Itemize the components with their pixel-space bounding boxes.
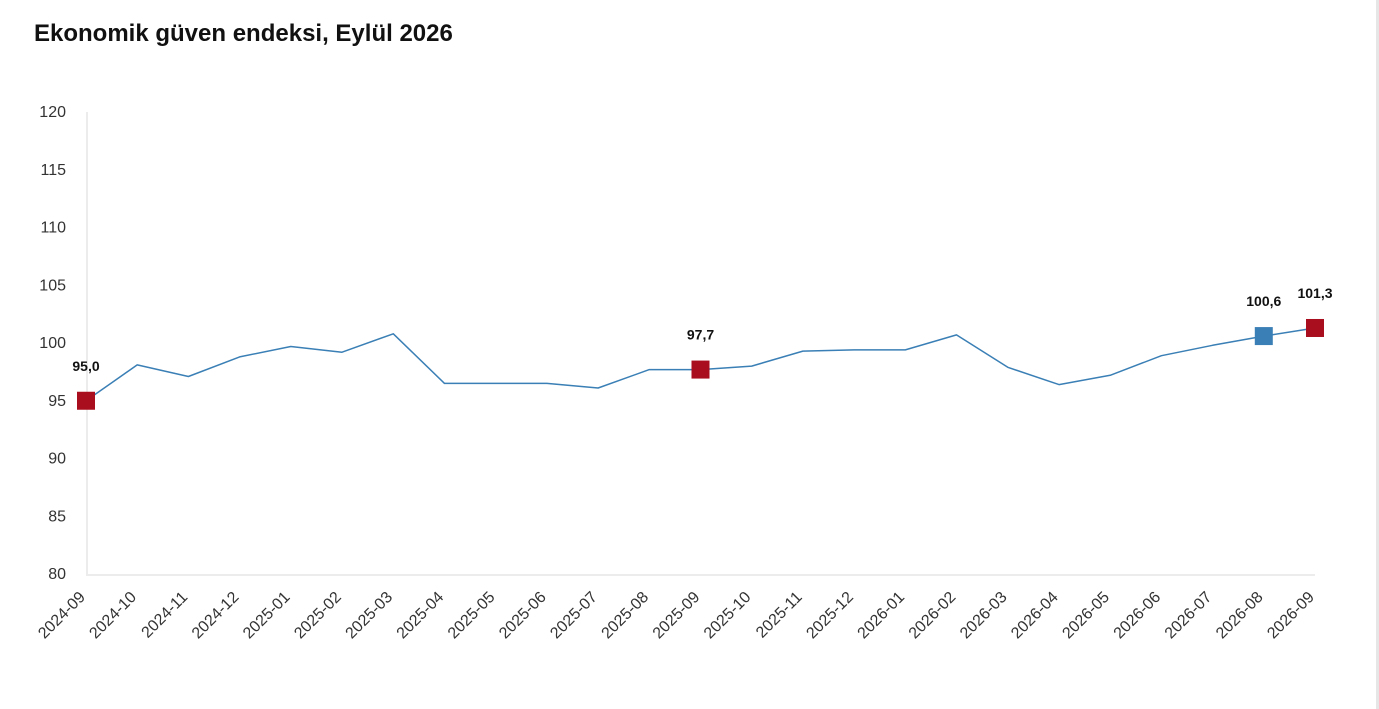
x-tick-label: 2026-01 bbox=[855, 589, 909, 643]
x-tick-label: 2025-01 bbox=[240, 589, 294, 643]
data-label: 100,6 bbox=[1246, 293, 1281, 309]
x-tick-label: 2025-11 bbox=[753, 589, 806, 642]
x-tick-label: 2025-03 bbox=[343, 589, 397, 643]
x-tick-label: 2026-03 bbox=[957, 589, 1011, 643]
data-label: 97,7 bbox=[687, 327, 714, 343]
x-tick-label: 2024-10 bbox=[86, 589, 140, 643]
highlight-markers: 95,0 97,7 100,6 101,3 bbox=[72, 285, 1333, 410]
x-tick-label: 2025-07 bbox=[547, 589, 601, 643]
x-tick-label: 2026-08 bbox=[1213, 589, 1267, 643]
x-tick-label: 2026-07 bbox=[1162, 589, 1216, 643]
y-tick-label: 100 bbox=[39, 335, 66, 352]
x-tick-label: 2025-02 bbox=[291, 589, 345, 643]
x-tick-label: 2025-09 bbox=[650, 589, 704, 643]
data-label: 101,3 bbox=[1297, 285, 1332, 301]
x-tick-label: 2026-02 bbox=[906, 589, 960, 643]
x-tick-label: 2025-06 bbox=[496, 589, 550, 643]
x-tick-label: 2026-05 bbox=[1059, 589, 1113, 643]
x-tick-label: 2025-05 bbox=[445, 589, 499, 643]
x-tick-label: 2025-12 bbox=[803, 589, 857, 643]
x-tick-label: 2024-09 bbox=[35, 589, 89, 643]
y-tick-label: 115 bbox=[40, 162, 66, 179]
y-tick-label: 105 bbox=[39, 277, 66, 294]
y-tick-label: 95 bbox=[48, 393, 66, 410]
y-tick-label: 120 bbox=[39, 104, 66, 121]
highlight-marker bbox=[1306, 318, 1324, 337]
highlight-marker bbox=[691, 360, 710, 379]
data-label: 95,0 bbox=[72, 358, 99, 374]
highlight-marker bbox=[1254, 327, 1273, 346]
y-tick-label: 80 bbox=[48, 566, 66, 583]
x-tick-label: 2024-12 bbox=[189, 589, 243, 643]
x-tick-label: 2025-08 bbox=[599, 589, 653, 643]
x-tick-label: 2026-09 bbox=[1264, 589, 1318, 643]
y-tick-label: 85 bbox=[48, 508, 66, 525]
x-tick-label: 2025-10 bbox=[701, 589, 755, 643]
x-tick-label: 2026-04 bbox=[1008, 589, 1062, 643]
y-axis-ticks: 80 85 90 95 100 105 110 115 120 bbox=[39, 104, 66, 583]
chart-title: Ekonomik güven endeksi, Eylül 2026 bbox=[34, 20, 453, 47]
y-tick-label: 90 bbox=[48, 451, 66, 468]
x-tick-label: 2025-04 bbox=[394, 589, 448, 643]
x-axis-ticks: 2024-092024-102024-112024-122025-012025-… bbox=[35, 589, 1318, 643]
x-tick-label: 2024-11 bbox=[139, 589, 192, 642]
x-tick-label: 2026-06 bbox=[1111, 589, 1165, 643]
highlight-marker bbox=[77, 391, 95, 410]
y-tick-label: 110 bbox=[40, 220, 66, 237]
page-edge-divider bbox=[1376, 0, 1379, 709]
chart-axes bbox=[86, 112, 1315, 576]
